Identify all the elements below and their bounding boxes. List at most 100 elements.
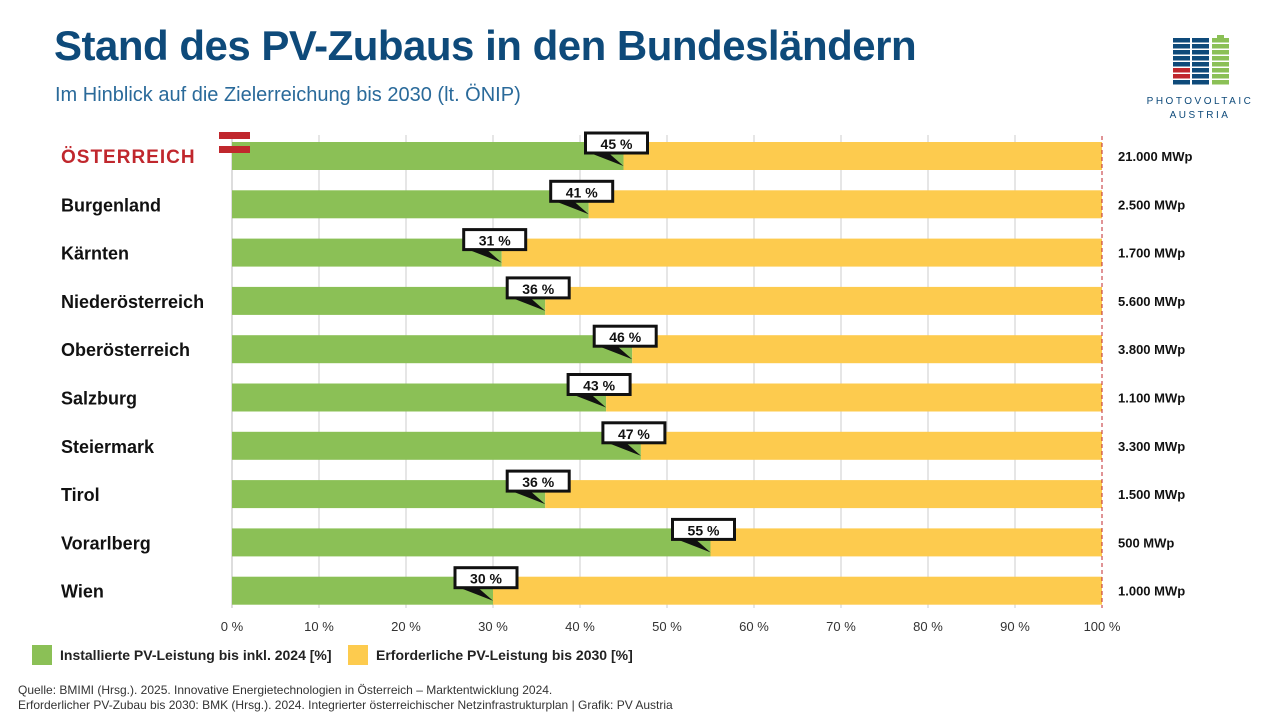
- x-tick-label: 0 %: [221, 619, 244, 634]
- target-label: 2.500 MWp: [1118, 197, 1185, 212]
- callout-tail: [570, 393, 607, 408]
- callout-box: [601, 421, 667, 445]
- data-label: 55 %: [688, 522, 720, 538]
- logo-battery-cell: [1212, 44, 1229, 49]
- callout-box: [592, 324, 658, 348]
- data-label: 31 %: [479, 233, 511, 249]
- source-line-2: Erforderlicher PV-Zubau bis 2030: BMK (H…: [18, 698, 673, 712]
- category-label: Vorarlberg: [61, 533, 151, 553]
- logo-cell: [1173, 80, 1190, 85]
- logo-text-2: AUSTRIA: [1169, 110, 1231, 121]
- category-label: Niederösterreich: [61, 292, 204, 312]
- data-label: 47 %: [618, 426, 650, 442]
- legend-label: Erforderliche PV-Leistung bis 2030 [%]: [376, 647, 633, 663]
- logo-cell: [1173, 74, 1190, 79]
- logo-battery-tip: [1217, 35, 1224, 38]
- data-label: 30 %: [470, 571, 502, 587]
- bar-installed: [232, 528, 711, 557]
- target-label: 1.000 MWp: [1118, 584, 1185, 599]
- bar-installed: [232, 286, 546, 315]
- source-line-1: Quelle: BMIMI (Hrsg.). 2025. Innovative …: [18, 683, 553, 697]
- category-label: Oberösterreich: [61, 340, 190, 360]
- x-tick-label: 100 %: [1084, 619, 1121, 634]
- bar-required: [632, 335, 1102, 364]
- logo-cell: [1192, 68, 1209, 73]
- callout-box: [671, 517, 736, 541]
- callout-tail: [596, 345, 633, 360]
- bar-required: [588, 190, 1102, 219]
- flag-red-top: [219, 132, 250, 139]
- logo-cell: [1192, 38, 1209, 43]
- logo-cell: [1173, 50, 1190, 55]
- logo-cell: [1173, 68, 1190, 73]
- data-label: 36 %: [522, 474, 554, 490]
- bar-required: [493, 576, 1102, 605]
- bar-installed: [232, 383, 607, 412]
- data-label: 45 %: [601, 136, 633, 152]
- category-label: Tirol: [61, 485, 100, 505]
- category-label: ÖSTERREICH: [61, 147, 196, 168]
- logo-cell: [1192, 50, 1209, 55]
- data-label: 36 %: [522, 281, 554, 297]
- logo-cell: [1173, 44, 1190, 49]
- logo-battery-cell: [1212, 38, 1229, 43]
- target-label: 500 MWp: [1118, 535, 1174, 550]
- category-label: Wien: [61, 582, 104, 602]
- target-label: 3.300 MWp: [1118, 439, 1185, 454]
- x-tick-label: 70 %: [826, 619, 856, 634]
- target-label: 21.000 MWp: [1118, 149, 1192, 164]
- legend-label: Installierte PV-Leistung bis inkl. 2024 …: [60, 647, 332, 663]
- x-tick-label: 90 %: [1000, 619, 1030, 634]
- bar-installed: [232, 576, 493, 605]
- callout-box: [584, 131, 649, 155]
- subtitle: Im Hinblick auf die Zielerreichung bis 2…: [55, 84, 521, 106]
- category-label: Steiermark: [61, 437, 155, 457]
- target-label: 1.500 MWp: [1118, 487, 1185, 502]
- data-label: 46 %: [609, 329, 641, 345]
- bar-installed: [232, 238, 502, 267]
- logo-cell: [1192, 56, 1209, 61]
- callout-tail: [509, 296, 546, 311]
- logo-battery-cell: [1212, 68, 1229, 73]
- x-tick-label: 10 %: [304, 619, 334, 634]
- pv-austria-logo: [1173, 35, 1229, 85]
- callout-tail: [457, 586, 493, 601]
- logo-battery-cell: [1212, 74, 1229, 79]
- data-label: 41 %: [566, 184, 598, 200]
- legend-swatch: [348, 645, 368, 665]
- logo-battery-cell: [1212, 62, 1229, 67]
- logo-cell: [1173, 38, 1190, 43]
- callout-box: [505, 469, 571, 493]
- logo-cell: [1192, 44, 1209, 49]
- x-tick-label: 60 %: [739, 619, 769, 634]
- logo-battery-cell: [1212, 50, 1229, 55]
- category-label: Salzburg: [61, 389, 137, 409]
- callout-tail: [674, 538, 711, 553]
- x-tick-label: 80 %: [913, 619, 943, 634]
- logo-text-1: PHOTOVOLTAIC: [1146, 96, 1254, 107]
- bar-installed: [232, 431, 641, 460]
- x-tick-label: 20 %: [391, 619, 421, 634]
- callout-tail: [587, 152, 624, 166]
- bar-required: [710, 528, 1102, 557]
- category-label: Burgenland: [61, 195, 161, 215]
- callout-box: [566, 373, 632, 396]
- bar-required: [545, 480, 1102, 509]
- logo-cell: [1173, 62, 1190, 67]
- callout-tail: [604, 441, 641, 456]
- legend-installed: Installierte PV-Leistung bis inkl. 2024 …: [32, 645, 332, 665]
- data-label: 43 %: [583, 378, 615, 394]
- bar-required: [640, 431, 1102, 460]
- callout-tail: [509, 490, 546, 505]
- callout-tail: [465, 248, 502, 263]
- page-title: Stand des PV-Zubaus in den Bundesländern: [54, 22, 917, 69]
- bar-installed: [232, 142, 624, 170]
- x-tick-label: 30 %: [478, 619, 508, 634]
- bar-installed: [232, 335, 633, 364]
- logo-cell: [1192, 62, 1209, 67]
- x-tick-label: 50 %: [652, 619, 682, 634]
- callout-box: [549, 179, 615, 203]
- logo-cell: [1192, 80, 1209, 85]
- bar-required: [606, 383, 1102, 412]
- bar-installed: [232, 190, 589, 219]
